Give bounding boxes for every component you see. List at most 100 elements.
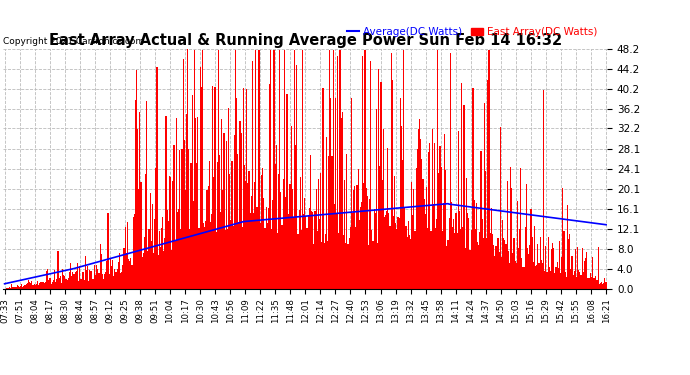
Bar xyxy=(352,213,353,289)
Bar xyxy=(186,114,187,289)
Bar xyxy=(244,165,245,289)
Bar xyxy=(408,235,410,289)
Bar xyxy=(72,272,73,289)
Bar xyxy=(489,233,491,289)
Bar xyxy=(518,248,519,289)
Bar xyxy=(533,262,534,289)
Bar xyxy=(327,241,328,289)
Bar xyxy=(69,272,70,289)
Bar xyxy=(448,218,450,289)
Bar xyxy=(113,276,115,289)
Bar xyxy=(102,273,103,289)
Bar xyxy=(464,249,466,289)
Bar xyxy=(559,240,560,289)
Bar xyxy=(27,284,28,289)
Bar xyxy=(225,230,226,289)
Bar xyxy=(558,268,559,289)
Bar xyxy=(569,234,570,289)
Bar xyxy=(184,140,185,289)
Bar xyxy=(204,227,205,289)
Bar xyxy=(485,171,486,289)
Bar xyxy=(188,149,189,289)
Bar xyxy=(271,229,273,289)
Bar xyxy=(341,118,342,289)
Bar xyxy=(297,234,299,289)
Bar xyxy=(253,213,254,289)
Bar xyxy=(584,261,585,289)
Bar xyxy=(511,188,512,289)
Bar xyxy=(279,50,280,289)
Bar xyxy=(210,222,211,289)
Bar xyxy=(484,103,485,289)
Bar xyxy=(269,84,270,289)
Bar xyxy=(75,272,76,289)
Legend: Average(DC Watts), East Array(DC Watts): Average(DC Watts), East Array(DC Watts) xyxy=(342,23,602,41)
Bar xyxy=(262,168,264,289)
Bar xyxy=(536,266,538,289)
Bar xyxy=(254,182,255,289)
Bar xyxy=(32,285,34,289)
Bar xyxy=(284,50,285,289)
Bar xyxy=(508,251,509,289)
Bar xyxy=(457,131,459,289)
Bar xyxy=(108,274,110,289)
Bar xyxy=(388,213,389,289)
Bar xyxy=(118,262,119,289)
Bar xyxy=(399,218,400,289)
Bar xyxy=(79,266,80,289)
Bar xyxy=(510,167,511,289)
Bar xyxy=(160,247,161,289)
Bar xyxy=(515,262,517,289)
Bar xyxy=(476,202,477,289)
Bar xyxy=(206,190,208,289)
Bar xyxy=(401,126,402,289)
Bar xyxy=(346,154,347,289)
Bar xyxy=(378,69,380,289)
Bar xyxy=(161,228,162,289)
Bar xyxy=(112,260,113,289)
Bar xyxy=(99,244,101,289)
Bar xyxy=(324,243,325,289)
Title: East Array Actual & Running Average Power Sun Feb 14 16:32: East Array Actual & Running Average Powe… xyxy=(49,33,562,48)
Bar xyxy=(345,243,346,289)
Bar xyxy=(145,174,146,289)
Bar xyxy=(328,156,329,289)
Bar xyxy=(369,199,370,289)
Bar xyxy=(60,276,61,289)
Bar xyxy=(599,284,600,289)
Bar xyxy=(602,284,603,289)
Bar xyxy=(545,246,546,289)
Bar xyxy=(190,164,192,289)
Bar xyxy=(219,155,220,289)
Bar xyxy=(18,286,19,289)
Bar xyxy=(373,209,375,289)
Text: Copyright 2021 Cartronics.com: Copyright 2021 Cartronics.com xyxy=(3,38,145,46)
Bar xyxy=(383,129,384,289)
Bar xyxy=(604,278,606,289)
Bar xyxy=(104,274,105,289)
Bar xyxy=(596,280,598,289)
Bar xyxy=(178,209,179,289)
Bar xyxy=(217,162,218,289)
Bar xyxy=(376,109,377,289)
Bar xyxy=(54,270,55,289)
Bar xyxy=(418,129,419,289)
Bar xyxy=(525,227,526,289)
Bar xyxy=(148,229,150,289)
Bar xyxy=(136,70,137,289)
Bar xyxy=(567,205,568,289)
Bar xyxy=(325,234,326,289)
Bar xyxy=(344,180,345,289)
Bar xyxy=(293,217,294,289)
Bar xyxy=(246,89,247,289)
Bar xyxy=(164,238,166,289)
Bar xyxy=(61,282,62,289)
Bar xyxy=(97,269,99,289)
Bar xyxy=(459,211,460,289)
Bar xyxy=(310,155,311,289)
Bar xyxy=(96,264,97,289)
Bar xyxy=(168,221,169,289)
Bar xyxy=(519,229,520,289)
Bar xyxy=(368,245,369,289)
Bar xyxy=(78,281,79,289)
